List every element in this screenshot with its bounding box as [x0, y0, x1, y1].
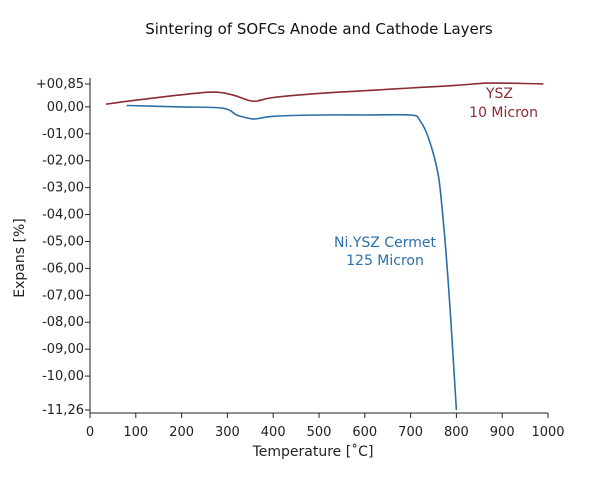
x-tick-label: 800 — [444, 425, 469, 440]
y-tick-label: -10,00 — [42, 369, 84, 384]
x-tick-label: 600 — [352, 425, 377, 440]
series-line-0 — [105, 82, 544, 105]
y-tick-label: +00,85 — [36, 77, 84, 92]
y-tick-label: -07,00 — [42, 288, 84, 303]
annotation-cermet-line-2: 125 Micron — [346, 253, 424, 269]
x-tick-label: 400 — [261, 425, 286, 440]
x-tick-label: 700 — [398, 425, 423, 440]
x-tick-label: 1000 — [531, 425, 564, 440]
x-tick-label: 900 — [490, 425, 515, 440]
y-tick-label: -06,00 — [42, 261, 84, 276]
y-tick-label: -05,00 — [42, 234, 84, 249]
annotation-ysz-line-1: YSZ — [485, 86, 513, 102]
y-tick-label: -02,00 — [42, 154, 84, 169]
y-tick-label: -03,00 — [42, 181, 84, 196]
plot-area: 0 100 200 300 400 500 600 700 800 900 1000 +00,85 0… — [36, 77, 565, 440]
y-tick-label: -09,00 — [42, 342, 84, 357]
y-tick-label: -01,00 — [42, 127, 84, 142]
annotation-ysz: YSZ 10 Micron — [469, 86, 538, 121]
y-tick-label: -08,00 — [42, 315, 84, 330]
x-ticks: 0 100 200 300 400 500 600 700 800 900 1000 — [86, 413, 565, 440]
annotation-cermet: Ni.YSZ Cermet 125 Micron — [334, 235, 436, 269]
series-line-1 — [126, 104, 458, 411]
series-group — [105, 82, 544, 411]
x-tick-label: 300 — [215, 425, 240, 440]
y-axis-label: Expans [%] — [12, 218, 28, 297]
chart-title: Sintering of SOFCs Anode and Cathode Lay… — [145, 20, 493, 38]
y-ticks: +00,85 00,00 -01,00 -02,00 -03,00 -04,00 -05,0… — [36, 77, 90, 418]
y-tick-label: -04,00 — [42, 208, 84, 223]
annotation-cermet-line-1: Ni.YSZ Cermet — [334, 235, 436, 251]
y-tick-label: 00,00 — [47, 100, 84, 115]
x-tick-label: 100 — [123, 425, 148, 440]
annotation-ysz-line-2: 10 Micron — [469, 105, 538, 121]
x-tick-label: 0 — [86, 425, 94, 440]
x-tick-label: 200 — [169, 425, 194, 440]
x-axis-label: Temperature [˚C] — [252, 443, 374, 460]
y-tick-label: -11,26 — [42, 403, 84, 418]
x-tick-label: 500 — [307, 425, 332, 440]
